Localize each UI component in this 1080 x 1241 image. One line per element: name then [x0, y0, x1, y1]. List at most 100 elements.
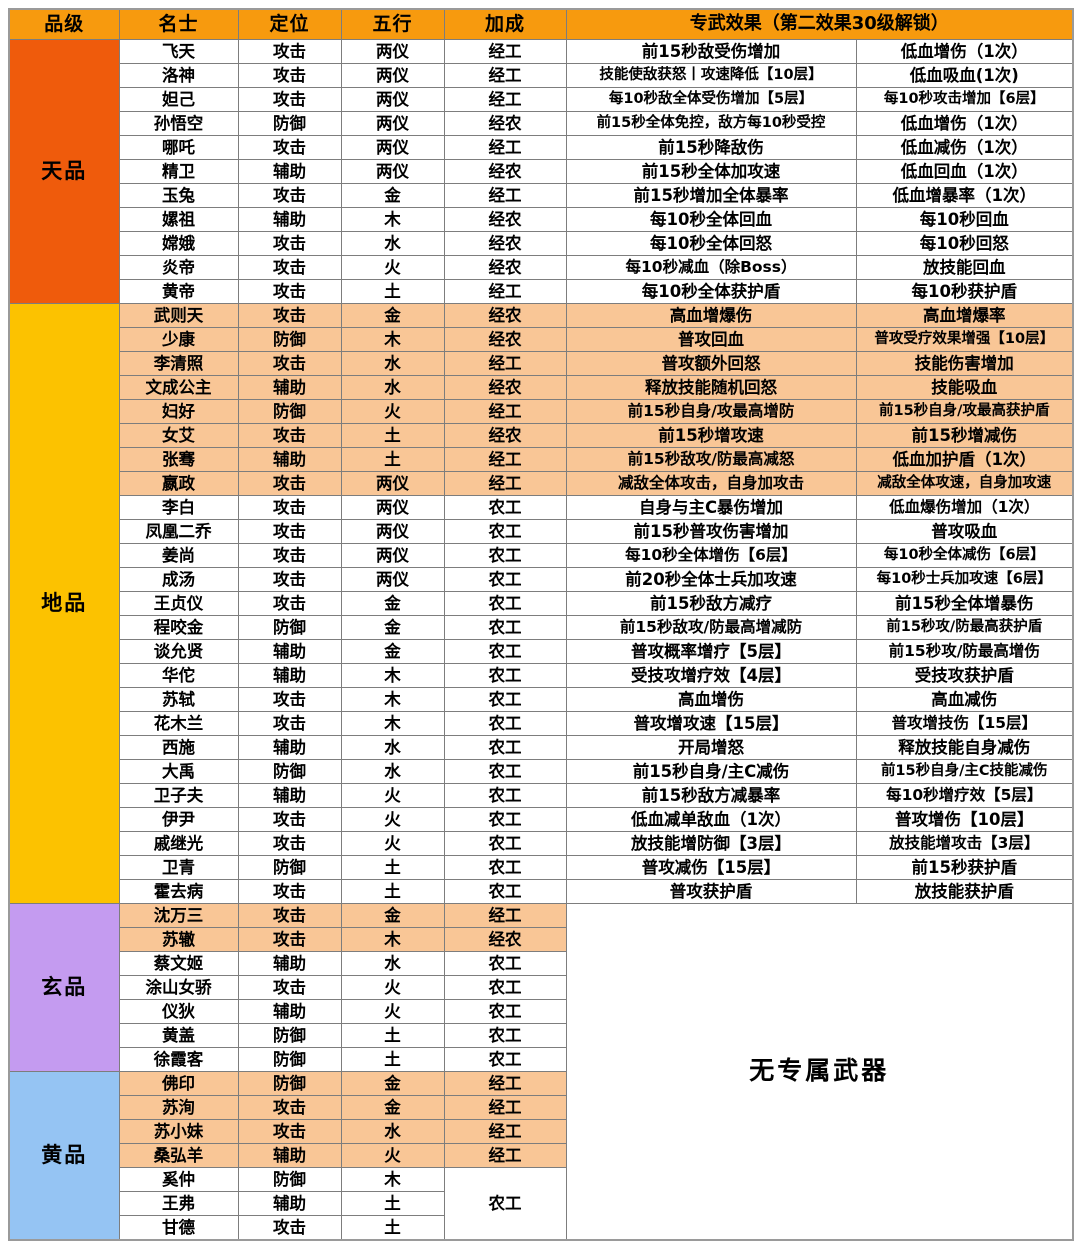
- table-row: 西施 辅助水农工 开局增怒 释放技能自身减伤: [9, 735, 1074, 760]
- cell-effect-second: 每10秒回怒: [855, 231, 1074, 256]
- cell-element: 木: [340, 927, 445, 952]
- cell-name: 戚继光: [118, 831, 239, 856]
- cell-name: 西施: [118, 735, 239, 760]
- cell-effect-first: 高血增伤: [565, 687, 857, 712]
- cell-element: 两仪: [340, 111, 445, 136]
- cell-role: 辅助: [237, 783, 342, 808]
- cell-effect-second: 低血回血（1次）: [855, 159, 1074, 184]
- cell-effect-second: 减敌全体攻速，自身加攻速: [855, 471, 1074, 496]
- table-row: 妲己 攻击 两仪 经工 每10秒敌全体受伤增加【5层】 每10秒攻击增加【6层】: [9, 87, 1074, 112]
- cell-name: 飞天: [118, 39, 239, 64]
- cell-role: 辅助: [237, 999, 342, 1024]
- cell-element: 火: [340, 1143, 445, 1168]
- cell-effect-second: 前15秒增减伤: [855, 423, 1074, 448]
- table-row: 嫦娥 攻击水经农 每10秒全体回怒 每10秒回怒: [9, 231, 1074, 256]
- cell-element: 木: [340, 663, 445, 688]
- cell-effect-second: 高血减伤: [855, 687, 1074, 712]
- cell-element: 木: [340, 711, 445, 736]
- cell-bonus: 经农: [443, 423, 567, 448]
- cell-role: 攻击: [237, 903, 342, 928]
- cell-effect-first: 每10秒全体回血: [565, 207, 857, 232]
- cell-bonus: 农工: [443, 639, 567, 664]
- cell-name: 伊尹: [118, 807, 239, 832]
- cell-bonus: 经工: [443, 183, 567, 208]
- table-row: 李清照 攻击水经工 普攻额外回怒 技能伤害增加: [9, 351, 1074, 376]
- cell-effect-second: 前15秒攻/防最高获护盾: [855, 615, 1074, 640]
- cell-role: 攻击: [237, 303, 342, 328]
- cell-role: 防御: [237, 399, 342, 424]
- cell-effect-first: 前15秒敌受伤增加: [565, 39, 857, 64]
- table-row: 洛神 攻击 两仪 经工 技能使敌获怒丨攻速降低【10层】 低血吸血(1次): [9, 63, 1074, 88]
- cell-role: 攻击: [237, 135, 342, 160]
- table-row: 伊尹 攻击火农工 低血减单敌血（1次） 普攻增伤【10层】: [9, 807, 1074, 832]
- cell-element: 两仪: [340, 543, 445, 568]
- cell-bonus: 农工: [443, 951, 567, 976]
- cell-effect-first: 前20秒全体士兵加攻速: [565, 567, 857, 592]
- cell-role: 攻击: [237, 231, 342, 256]
- cell-role: 攻击: [237, 423, 342, 448]
- table-row: 涂山女骄 攻击火农工: [9, 975, 1073, 1000]
- table-row: 文成公主 辅助水经农 释放技能随机回怒 技能吸血: [9, 375, 1074, 400]
- cell-bonus: 经工: [443, 351, 567, 376]
- column-header-name: 名士: [118, 8, 239, 40]
- cell-role: 辅助: [237, 1143, 342, 1168]
- cell-element: 金: [340, 639, 445, 664]
- cell-effect-second: 前15秒自身/主C技能减伤: [855, 759, 1074, 784]
- cell-role: 防御: [237, 615, 342, 640]
- cell-bonus: 经工: [443, 1119, 567, 1144]
- cell-name: 仪狄: [118, 999, 239, 1024]
- table-header: 品级 名士 定位 五行 加成 专武效果（第二效果30级解锁）: [8, 8, 1074, 40]
- table-row: 华佗 辅助木农工 受技攻增疗效【4层】 受技攻获护盾: [9, 663, 1074, 688]
- cell-name: 妇好: [118, 399, 239, 424]
- cell-name: 李清照: [118, 351, 239, 376]
- cell-role: 攻击: [237, 711, 342, 736]
- cell-effect-first: 前15秒普攻伤害增加: [565, 519, 857, 544]
- cell-effect-first: 技能使敌获怒丨攻速降低【10层】: [565, 63, 857, 88]
- table-row: 卫子夫 辅助火农工 前15秒敌方减暴率 每10秒增疗效【5层】: [9, 783, 1074, 808]
- cell-element: 水: [340, 231, 445, 256]
- cell-name: 嬴政: [118, 471, 239, 496]
- column-header-element: 五行: [340, 8, 445, 40]
- cell-effect-second: 前15秒获护盾: [855, 855, 1074, 880]
- cell-effect-second: 低血增伤（1次）: [855, 39, 1074, 64]
- table-row: 孙悟空 防御 两仪 经农 前15秒全体免控，敌方每10秒受控 低血增伤（1次）: [9, 111, 1074, 136]
- table-row: 苏洵 攻击金经工: [9, 1095, 1073, 1120]
- cell-name: 张骞: [118, 447, 239, 472]
- cell-effect-second: 前15秒攻/防最高增伤: [855, 639, 1074, 664]
- column-header-role: 定位: [237, 8, 342, 40]
- cell-name: 苏辙: [118, 927, 239, 952]
- cell-element: 木: [340, 327, 445, 352]
- cell-effect-second: 高血增爆率: [855, 303, 1074, 328]
- cell-element: 两仪: [340, 135, 445, 160]
- cell-bonus: 农工: [443, 999, 567, 1024]
- cell-role: 攻击: [237, 519, 342, 544]
- cell-bonus: 农工: [443, 759, 567, 784]
- cell-effect-second: 前15秒自身/攻最高获护盾: [855, 399, 1074, 424]
- cell-name: 孙悟空: [118, 111, 239, 136]
- cell-effect-first: 每10秒全体获护盾: [565, 279, 857, 304]
- cell-role: 防御: [237, 111, 342, 136]
- cell-name: 嫘祖: [118, 207, 239, 232]
- table-row: 地品 武则天 攻击金经农 高血增爆伤 高血增爆率: [8, 303, 1074, 904]
- cell-element: 火: [340, 999, 445, 1024]
- cell-name: 妲己: [118, 87, 239, 112]
- cell-element: 水: [340, 951, 445, 976]
- cell-name: 少康: [118, 327, 239, 352]
- cell-name: 佛印: [118, 1071, 239, 1096]
- cell-element: 土: [340, 279, 445, 304]
- cell-effect-first: 每10秒敌全体受伤增加【5层】: [565, 87, 857, 112]
- cell-element: 金: [340, 903, 445, 928]
- cell-bonus: 经农: [443, 111, 567, 136]
- cell-bonus: 农工: [443, 687, 567, 712]
- header-row: 品级 名士 定位 五行 加成 专武效果（第二效果30级解锁）: [8, 8, 1074, 40]
- cell-element: 土: [340, 1191, 445, 1216]
- cell-element: 金: [340, 1071, 445, 1096]
- cell-bonus: 农工: [443, 567, 567, 592]
- cell-bonus: 农工: [443, 615, 567, 640]
- cell-role: 防御: [237, 1167, 342, 1192]
- cell-bonus: 经工: [443, 87, 567, 112]
- table-row: 仪狄 辅助火农工: [9, 999, 1073, 1024]
- cell-effect-first: 普攻概率增疗【5层】: [565, 639, 857, 664]
- cell-name: 苏小妹: [118, 1119, 239, 1144]
- cell-bonus: 农工: [443, 855, 567, 880]
